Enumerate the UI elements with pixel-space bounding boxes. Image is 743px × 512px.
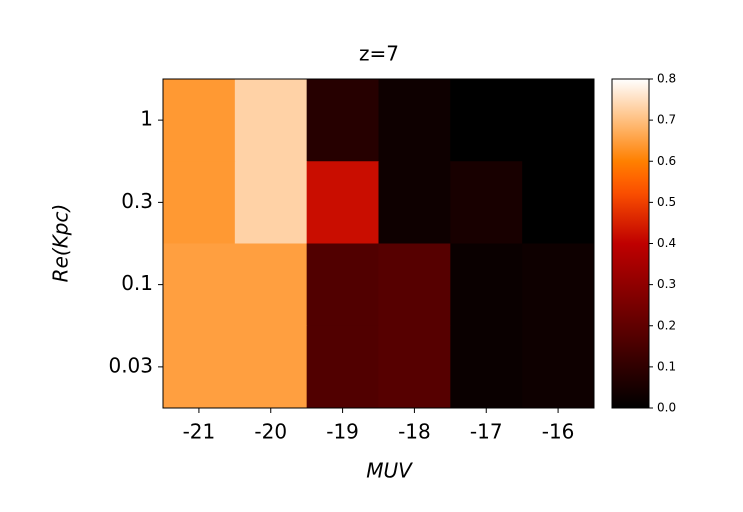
colorbar-tick-label: 0.3 bbox=[657, 277, 676, 291]
x-tick-label: -21 bbox=[183, 420, 216, 444]
heatmap-cell bbox=[306, 79, 379, 162]
colorbar-tick-label: 0.4 bbox=[657, 236, 676, 250]
heatmap-cell bbox=[306, 243, 379, 327]
y-axis-label: Re(Kpc) bbox=[49, 204, 73, 283]
heatmap-cell bbox=[163, 79, 236, 162]
heatmap-cell bbox=[163, 325, 236, 409]
heatmap-cell bbox=[522, 243, 595, 327]
heatmap-cell bbox=[306, 325, 379, 409]
heatmap-cell bbox=[234, 161, 308, 244]
colorbar-tick-label: 0.0 bbox=[657, 401, 676, 415]
colorbar-tick-label: 0.8 bbox=[657, 72, 676, 86]
colorbar-tick-label: 0.1 bbox=[657, 359, 676, 373]
heatmap-cell bbox=[378, 161, 451, 244]
heatmap-cell bbox=[378, 79, 451, 162]
x-tick-label: -20 bbox=[254, 420, 287, 444]
heatmap-cell bbox=[450, 243, 523, 327]
x-tick-label: -19 bbox=[326, 420, 359, 444]
colorbar-tick-label: 0.5 bbox=[657, 195, 676, 209]
colorbar-tick-label: 0.6 bbox=[657, 154, 676, 168]
heatmap-cell bbox=[306, 161, 379, 244]
x-tick-label: -17 bbox=[470, 420, 503, 444]
y-tick-label: 0.1 bbox=[121, 271, 153, 295]
y-tick-label: 0.3 bbox=[121, 189, 153, 213]
heatmap-cell bbox=[378, 325, 451, 409]
heatmap-cell bbox=[450, 79, 523, 162]
y-tick-label: 1 bbox=[140, 107, 153, 131]
heatmap-cell bbox=[450, 161, 523, 244]
colorbar-tick-label: 0.7 bbox=[657, 113, 676, 127]
heatmap-cell bbox=[234, 325, 308, 409]
heatmap-cell bbox=[378, 243, 451, 327]
heatmap-cell bbox=[234, 79, 308, 162]
colorbar bbox=[611, 78, 650, 409]
chart-title: z=7 bbox=[359, 42, 399, 66]
x-tick-label: -18 bbox=[398, 420, 431, 444]
heatmap-cell bbox=[234, 243, 308, 327]
y-tick-label: 0.03 bbox=[108, 353, 153, 377]
x-axis-label: MUV bbox=[366, 459, 413, 483]
x-tick-label: -16 bbox=[542, 420, 575, 444]
heatmap-cell bbox=[163, 243, 236, 327]
heatmap-cell bbox=[522, 79, 595, 162]
colorbar-tick-label: 0.2 bbox=[657, 318, 676, 332]
heatmap-cell bbox=[522, 325, 595, 409]
plot-frame bbox=[162, 78, 595, 409]
heatmap-cell bbox=[163, 161, 236, 244]
heatmap-cell bbox=[450, 325, 523, 409]
heatmap-cell bbox=[522, 161, 595, 244]
